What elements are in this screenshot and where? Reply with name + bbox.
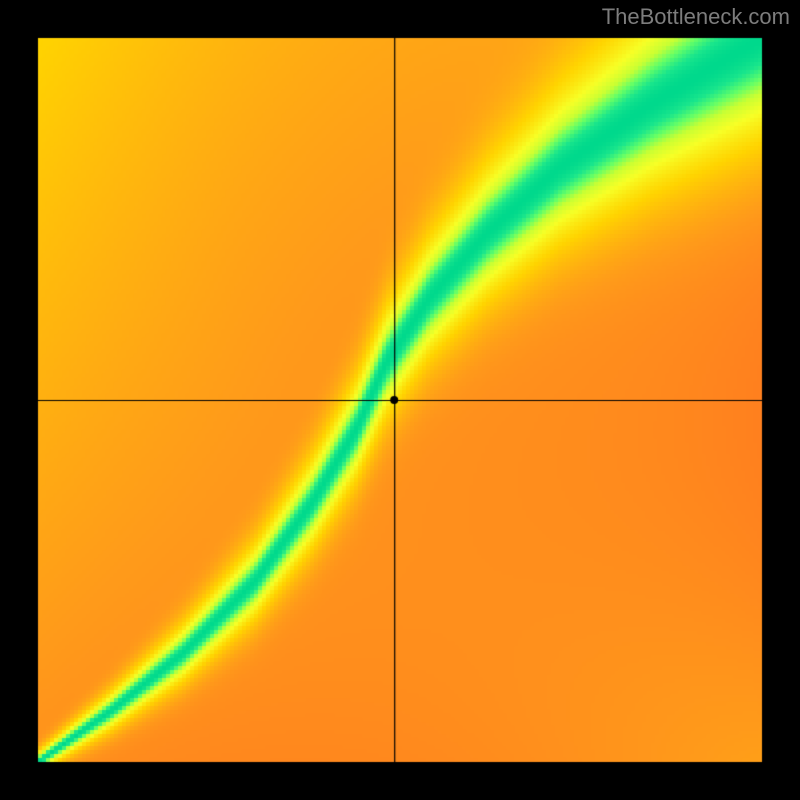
watermark-text: TheBottleneck.com [602,4,790,30]
chart-container: TheBottleneck.com [0,0,800,800]
heatmap-canvas [0,0,800,800]
heatmap-canvas-wrap [0,0,800,800]
